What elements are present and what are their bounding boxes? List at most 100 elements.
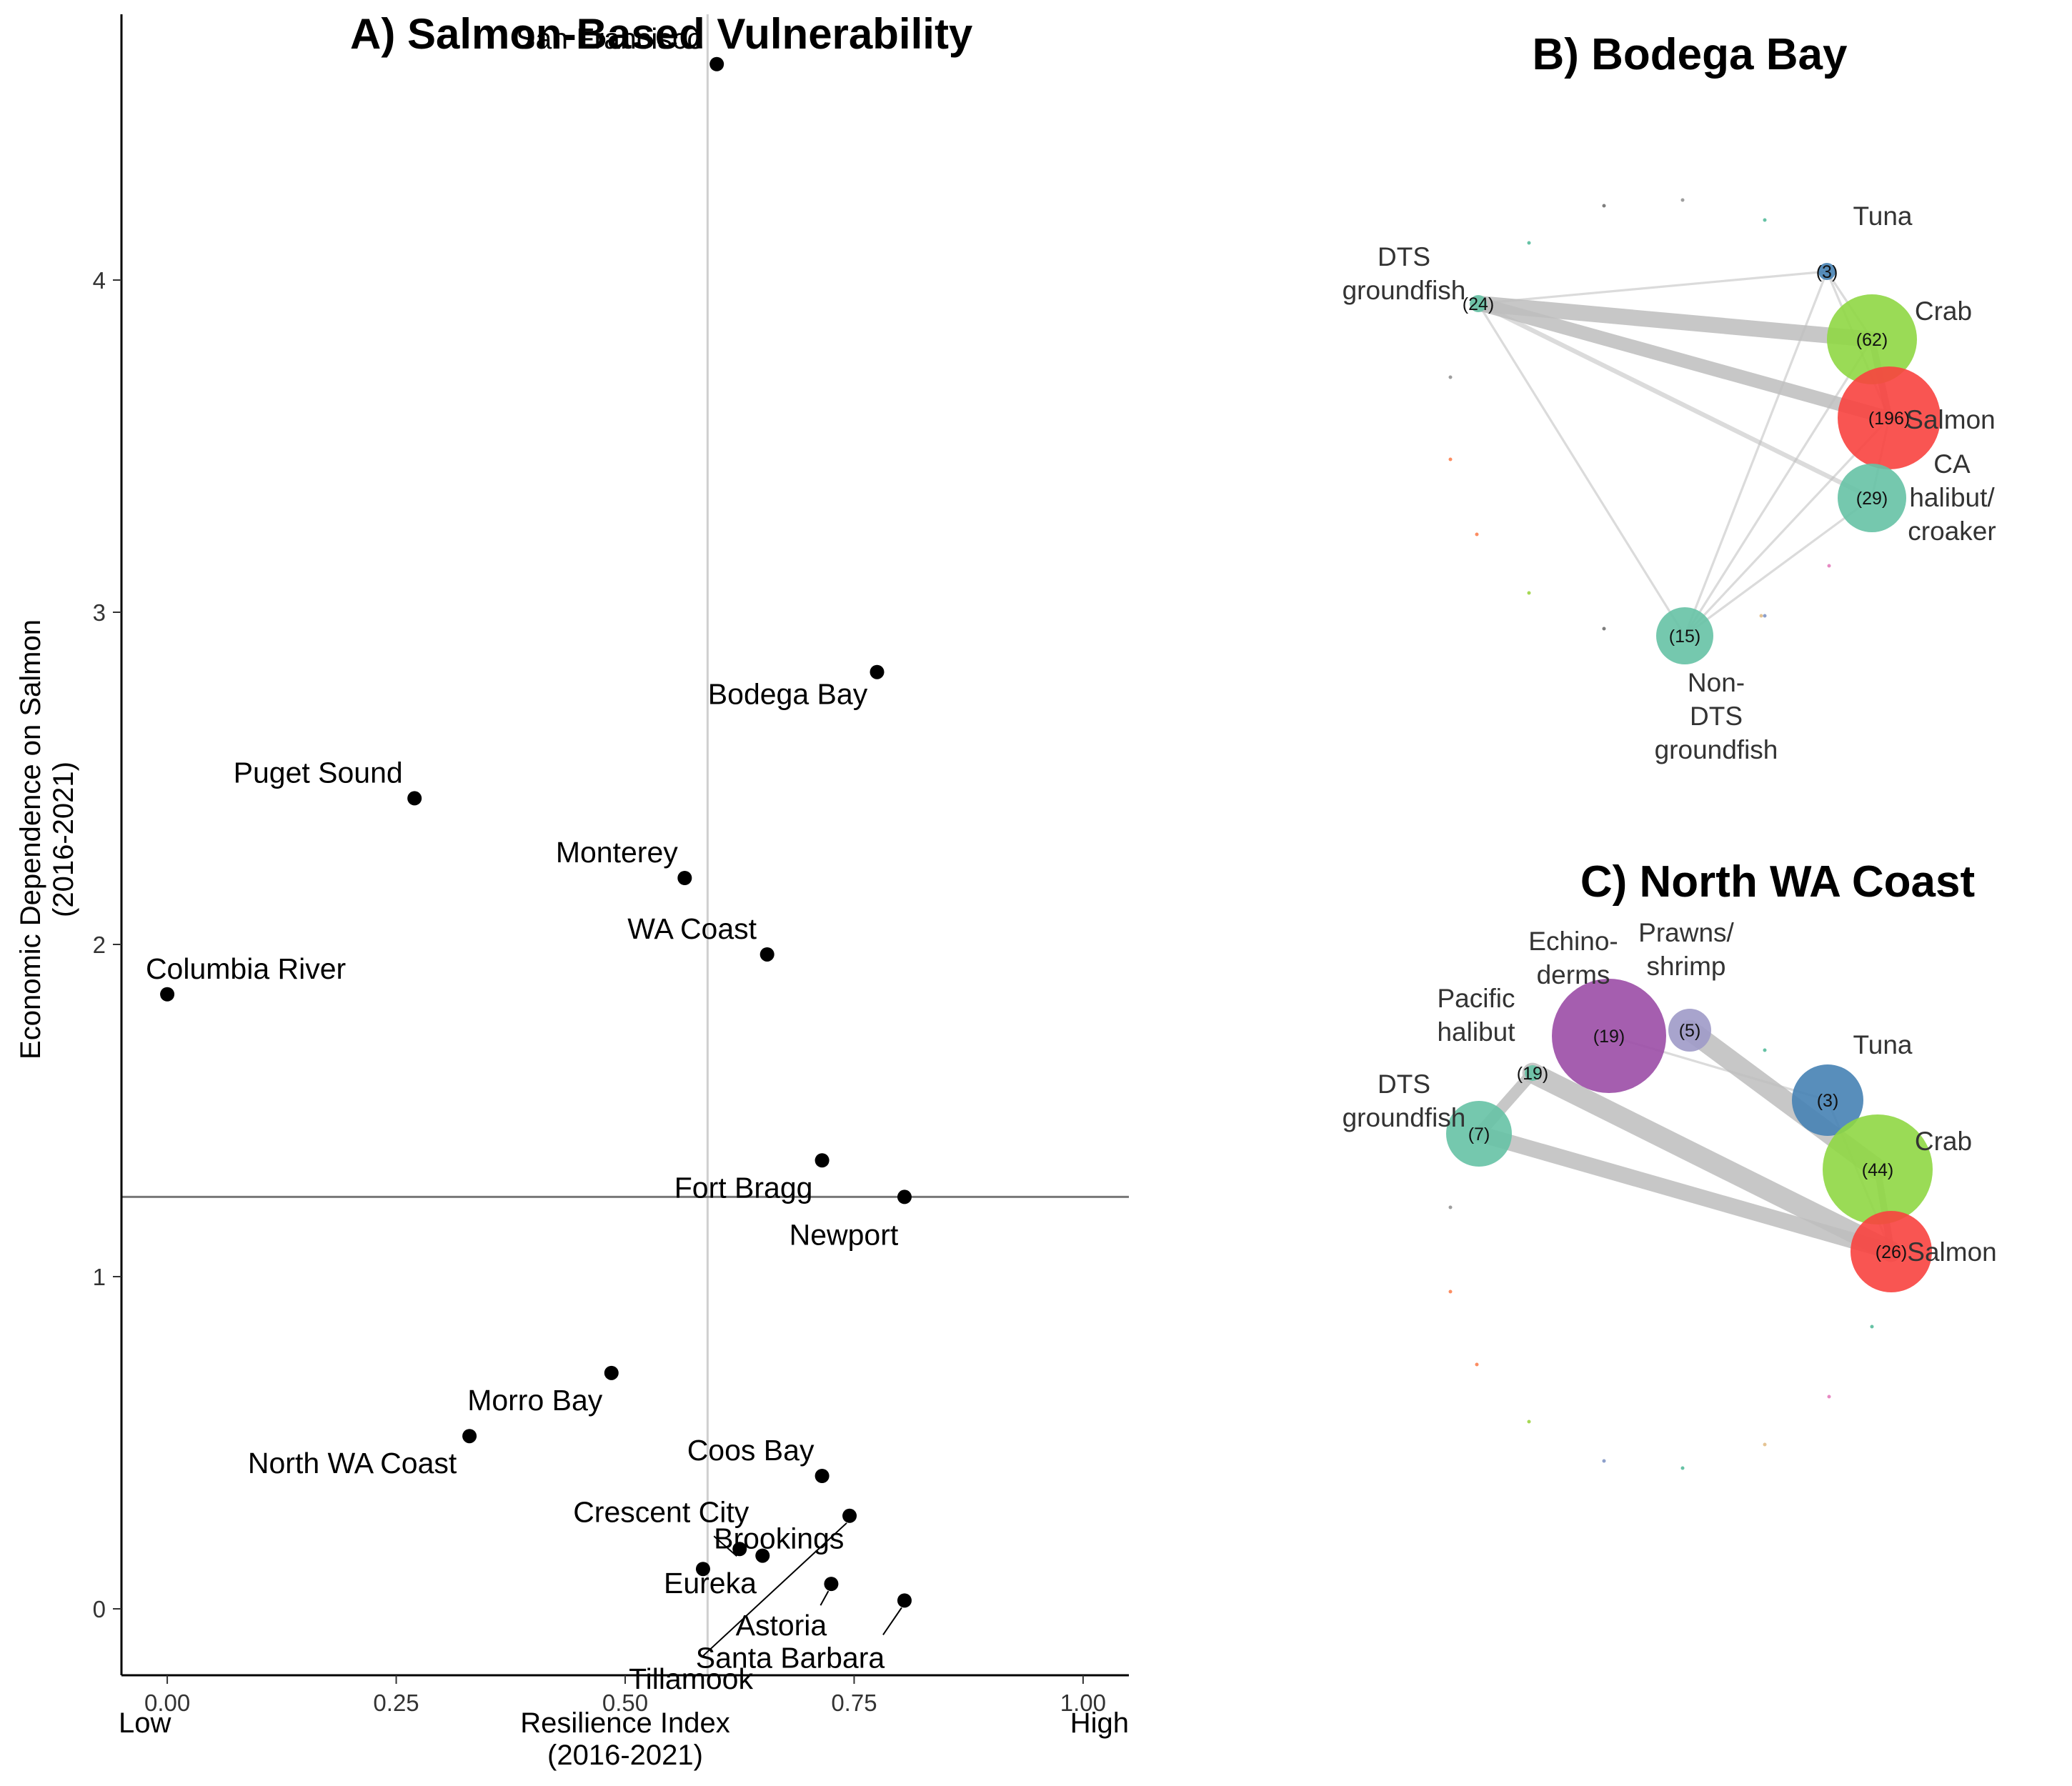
label-newport: Newport xyxy=(790,1218,899,1251)
node-label-line: Crab xyxy=(1915,296,1972,326)
faint-node-dot xyxy=(1759,614,1763,618)
label-north-wa-coast: North WA Coast xyxy=(248,1447,457,1480)
y-tick-label: 3 xyxy=(93,599,106,626)
node-label-line: Salmon xyxy=(1906,405,1995,434)
node-label-line: DTS xyxy=(1378,242,1430,271)
node-count-dts: (24) xyxy=(1463,294,1494,314)
node-dts xyxy=(1470,295,1487,312)
node-prawns xyxy=(1668,1009,1711,1052)
point-puget-sound xyxy=(407,791,422,806)
leader-crescent-city xyxy=(713,1535,737,1557)
node-label-pachal: Pacific halibut xyxy=(1437,984,1515,1047)
x-tick-label: 1.00 xyxy=(1060,1690,1106,1716)
faint-node-dot xyxy=(1527,1420,1531,1424)
edge-dts-halibut xyxy=(1475,301,1875,501)
faint-node-dot xyxy=(1448,1205,1453,1209)
point-tillamook xyxy=(842,1508,857,1523)
faint-node-dot xyxy=(1527,591,1531,595)
point-santa-barbara xyxy=(897,1593,912,1608)
node-label-tuna: Tuna xyxy=(1853,201,1913,231)
node-label-crab: Crab xyxy=(1915,296,1972,326)
faint-node-dot xyxy=(1602,627,1606,631)
faint-node-dot xyxy=(1475,532,1479,537)
label-san-francisco: San Francisco xyxy=(516,22,703,55)
edge-dts-nondts xyxy=(1477,302,1686,637)
edge-dts-salmon xyxy=(1470,1125,1900,1260)
x-tick-label: 0.00 xyxy=(144,1690,190,1716)
node-label-line: groundfish xyxy=(1343,1103,1466,1132)
node-label-line: CA xyxy=(1933,449,1971,479)
node-label-line: Echino- xyxy=(1528,927,1618,956)
node-label-line: DTS xyxy=(1378,1069,1430,1099)
x-axis-high-label: High xyxy=(1070,1707,1129,1739)
label-columbia-river: Columbia River xyxy=(146,952,346,985)
node-pachal xyxy=(1525,1065,1540,1081)
node-count-crab: (44) xyxy=(1862,1160,1893,1180)
node-label-dts: DTS groundfish xyxy=(1343,242,1466,305)
leader-astoria xyxy=(820,1590,830,1606)
node-crab xyxy=(1827,294,1917,384)
node-label-echino: Echino-derms xyxy=(1528,927,1618,989)
node-label-halibut: CA halibut/croaker xyxy=(1908,449,1996,546)
edge-dts-crab xyxy=(1470,295,1881,348)
node-label-line: Tuna xyxy=(1853,201,1913,231)
node-label-salmon: Salmon xyxy=(1906,405,1995,434)
node-halibut xyxy=(1838,464,1906,532)
node-count-tuna: (3) xyxy=(1816,262,1838,282)
node-label-salmon: Salmon xyxy=(1907,1237,1996,1267)
label-santa-barbara: Santa Barbara xyxy=(696,1641,885,1674)
node-count-salmon: (26) xyxy=(1876,1242,1907,1262)
node-label-line: DTS xyxy=(1690,702,1743,731)
label-crescent-city: Crescent City xyxy=(573,1495,749,1528)
node-count-crab: (62) xyxy=(1856,330,1888,350)
panel-b-network: B) Bodega Bay (24) DTS groundfish (3) Tuna (6… xyxy=(1343,30,1996,764)
x-axis-label-line: (2016-2021) xyxy=(547,1740,703,1771)
node-count-nondts: (15) xyxy=(1669,627,1700,647)
node-label-line: Prawns/ xyxy=(1638,918,1734,947)
node-count-dts: (7) xyxy=(1468,1124,1490,1144)
x-tick-label: 0.75 xyxy=(831,1690,877,1716)
point-newport xyxy=(897,1189,912,1204)
label-monterey: Monterey xyxy=(556,836,678,869)
edge-nondts-crab xyxy=(1683,338,1873,637)
edge-dts-salmon xyxy=(1471,296,1896,425)
node-echino xyxy=(1552,979,1666,1093)
panel-a-scatter: A) Salmon-Based Vulnerability 0.00 0.25 0.… xyxy=(15,10,1129,1771)
y-tick-label: 0 xyxy=(93,1596,106,1622)
node-label-crab: Crab xyxy=(1915,1127,1972,1156)
y-tick-label: 4 xyxy=(93,267,106,294)
label-eureka: Eureka xyxy=(664,1567,757,1600)
node-label-line: halibut xyxy=(1437,1017,1515,1047)
node-tuna xyxy=(1792,1064,1863,1136)
y-tick-label: 2 xyxy=(93,932,106,958)
leader-santa-barbara xyxy=(882,1607,902,1635)
faint-node-dot xyxy=(1870,1324,1874,1329)
node-label-line: groundfish xyxy=(1655,735,1778,764)
faint-node-dot xyxy=(1602,1459,1606,1463)
point-morro-bay xyxy=(604,1365,619,1380)
label-coos-bay: Coos Bay xyxy=(687,1434,815,1467)
node-label-nondts: Non- DTS groundfish xyxy=(1655,668,1778,764)
label-puget-sound: Puget Sound xyxy=(234,756,403,789)
faint-node-dot xyxy=(1527,241,1531,245)
node-crab xyxy=(1823,1114,1933,1224)
node-label-dts: DTS groundfish xyxy=(1343,1069,1466,1132)
label-brookings: Brookings xyxy=(714,1522,844,1555)
edge-nondts-tuna xyxy=(1683,270,1828,637)
node-count-prawns: (5) xyxy=(1679,1021,1701,1041)
point-san-francisco xyxy=(709,56,724,71)
node-count-tuna: (3) xyxy=(1817,1091,1839,1111)
point-monterey xyxy=(677,871,692,885)
point-coos-bay xyxy=(815,1469,830,1483)
point-brookings xyxy=(755,1548,770,1563)
faint-node-dot xyxy=(1448,1289,1453,1294)
node-label-tuna: Tuna xyxy=(1853,1030,1913,1059)
node-label-line: Crab xyxy=(1915,1127,1972,1156)
node-label-line: Tuna xyxy=(1853,1030,1913,1059)
node-count-halibut: (29) xyxy=(1856,489,1888,509)
edge-nondts-halibut xyxy=(1683,497,1873,637)
y-axis-label-line: (2016-2021) xyxy=(48,762,79,917)
point-wa-coast xyxy=(759,947,774,962)
node-label-line: Non- xyxy=(1688,668,1745,697)
node-label-line: derms xyxy=(1537,960,1610,989)
